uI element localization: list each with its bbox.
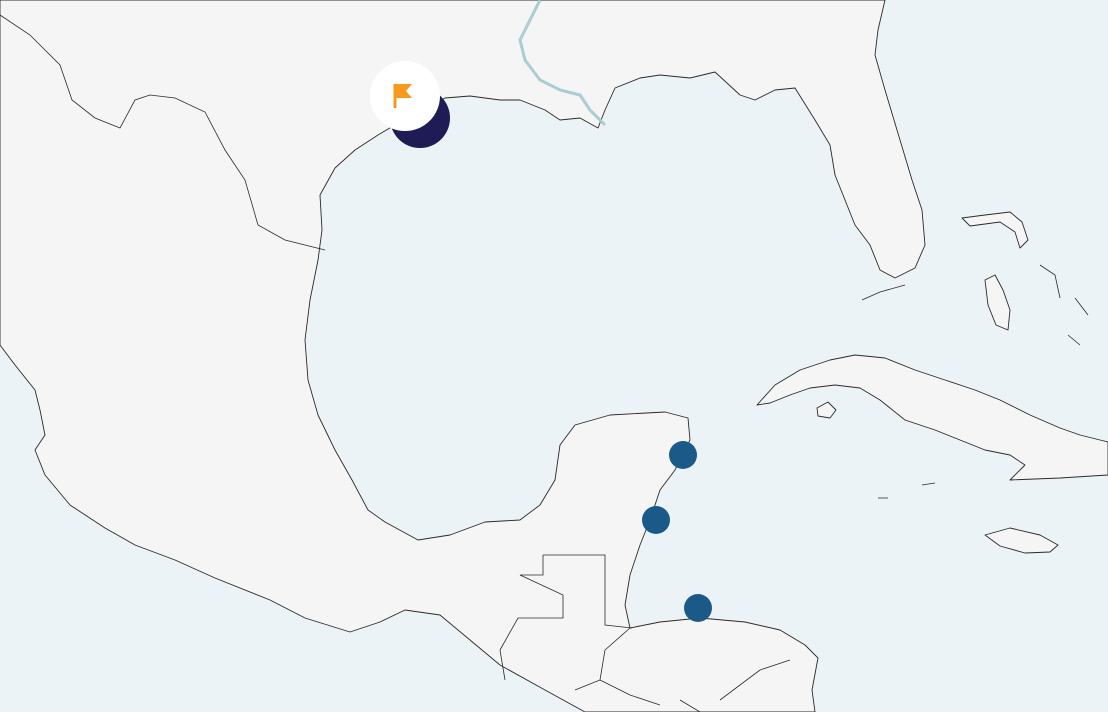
cuba [756, 354, 1108, 481]
marker[interactable] [642, 506, 670, 534]
marker[interactable] [684, 594, 712, 622]
river [518, 0, 607, 127]
selected-marker[interactable] [370, 61, 450, 148]
bahamas-andros [984, 274, 1011, 331]
marker[interactable] [669, 441, 697, 469]
flag [396, 84, 412, 98]
mainland [0, 0, 926, 712]
location-marker[interactable] [642, 506, 670, 534]
bahamas-grand [961, 211, 1029, 249]
central-america-borders [499, 554, 791, 712]
location-marker[interactable] [669, 441, 697, 469]
location-marker[interactable] [684, 594, 712, 622]
us-mexico-border [0, 14, 326, 251]
bahamas-islands [861, 264, 1089, 499]
isla-juventud [816, 401, 837, 419]
jamaica [984, 527, 1059, 554]
